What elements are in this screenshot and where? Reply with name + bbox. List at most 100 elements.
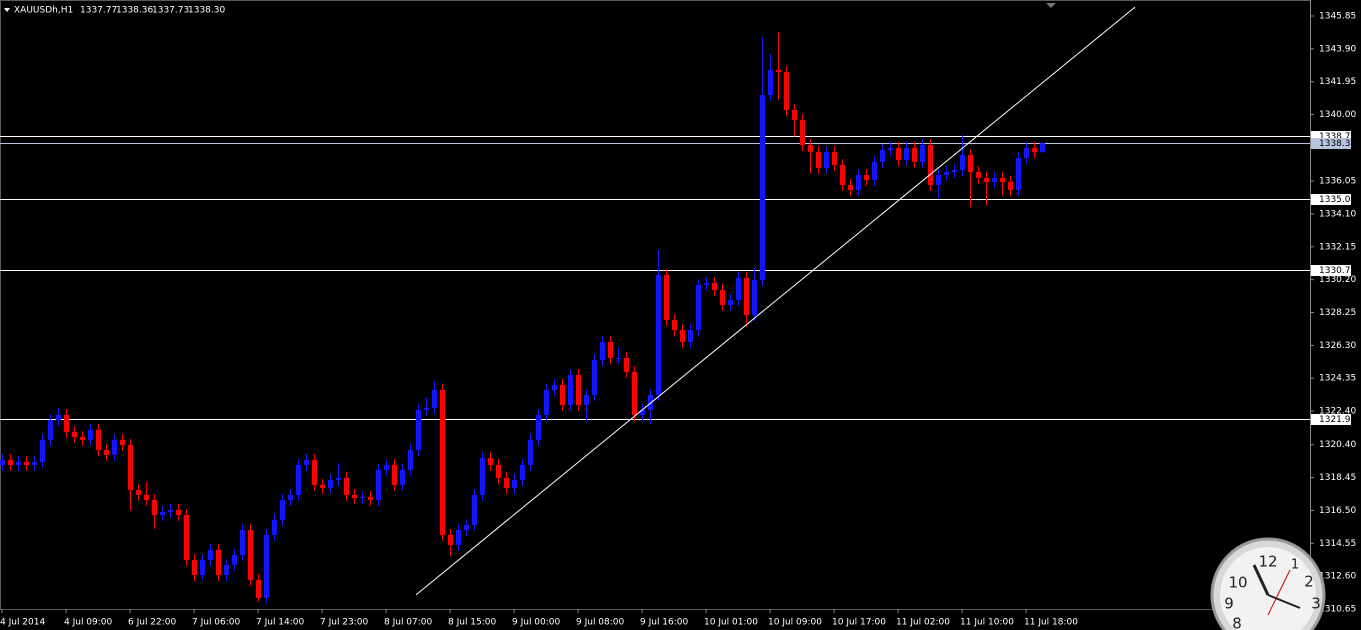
y-tick-label: 1336.05 <box>1319 177 1356 187</box>
candle-body <box>312 459 317 485</box>
x-tick-label: 7 Jul 06:00 <box>192 618 241 628</box>
candle-body <box>792 110 797 120</box>
x-tick-label: 11 Jul 02:00 <box>896 618 950 628</box>
y-tick-label: 1328.25 <box>1319 308 1356 318</box>
candle-body <box>544 389 549 415</box>
candle-body <box>224 564 229 575</box>
candle-body <box>480 457 485 495</box>
candle-body <box>888 147 893 150</box>
candle-body <box>48 419 53 440</box>
candle-body <box>464 524 469 530</box>
x-tick-label: 10 Jul 09:00 <box>768 618 822 628</box>
candle-body <box>1008 181 1013 191</box>
candle-body <box>376 469 381 501</box>
y-tick-label: 1320.40 <box>1319 440 1356 450</box>
clock-minute-hand <box>1267 594 1301 609</box>
y-tick-label: 1316.50 <box>1319 506 1356 516</box>
candle-body <box>272 519 277 535</box>
candle-body <box>960 154 965 170</box>
x-tick-label: 9 Jul 00:00 <box>512 618 561 628</box>
candle-body <box>1024 147 1029 159</box>
candle-body <box>648 394 653 410</box>
candle-body <box>176 509 181 515</box>
level-label-box <box>1311 194 1351 205</box>
candle-body <box>712 283 717 290</box>
candle-body <box>776 69 781 72</box>
candle-body <box>968 154 973 173</box>
level-label: 1321.90 <box>1319 415 1356 425</box>
candle-body <box>656 274 661 395</box>
candle-body <box>360 496 365 498</box>
candle-body <box>736 277 741 301</box>
candle-body <box>744 277 749 316</box>
candle-body <box>384 464 389 470</box>
x-tick-label: 8 Jul 15:00 <box>448 618 497 628</box>
candle-body <box>936 175 941 185</box>
candle-body <box>16 461 21 465</box>
candle-body <box>232 554 237 565</box>
y-tick-label: 1340.00 <box>1319 110 1356 120</box>
y-tick-label: 1343.90 <box>1319 44 1356 54</box>
quote-high: 1338.36 <box>116 6 153 16</box>
candle-body <box>448 534 453 545</box>
candle-body <box>600 341 605 361</box>
candle-body <box>208 549 213 560</box>
quote-open: 1337.77 <box>80 6 117 16</box>
candle-body <box>752 279 757 316</box>
candle-body <box>760 95 765 280</box>
candle-body <box>984 177 989 182</box>
y-tick-label: 1314.55 <box>1319 539 1356 549</box>
clock-second-hand <box>1267 569 1291 616</box>
x-tick-label: 4 Jul 09:00 <box>64 618 113 628</box>
candle-body <box>848 184 853 191</box>
candle-body <box>896 147 901 161</box>
level-label-box <box>1311 138 1351 149</box>
candle-body <box>832 151 837 165</box>
clock-dial <box>1220 547 1316 630</box>
quote-low: 1337.73 <box>152 6 189 16</box>
x-tick-label: 10 Jul 01:00 <box>704 618 758 628</box>
candle-body <box>424 407 429 410</box>
level-label-box <box>1311 414 1351 425</box>
candle-body <box>240 529 245 555</box>
candle-body <box>1016 158 1021 191</box>
x-tick-label: 7 Jul 14:00 <box>256 618 305 628</box>
candle-body <box>808 145 813 152</box>
candle-body <box>432 389 437 408</box>
candle-body <box>856 175 861 191</box>
candle-body <box>720 289 725 305</box>
candle-body <box>664 274 669 320</box>
candle-body <box>728 300 733 305</box>
clock-numeral: 9 <box>1224 595 1234 613</box>
shift-marker <box>1046 3 1056 8</box>
candle-body <box>320 484 325 488</box>
candle-body <box>112 439 117 455</box>
candle-body <box>400 469 405 485</box>
candle-body <box>80 436 85 440</box>
candle-body <box>816 151 821 168</box>
candle-body <box>328 479 333 488</box>
candle-body <box>680 330 685 342</box>
candle-body <box>840 164 845 185</box>
x-tick-label: 9 Jul 08:00 <box>576 618 625 628</box>
candle-body <box>296 464 301 495</box>
candle-body <box>944 172 949 176</box>
candle-body <box>824 151 829 168</box>
candle-body <box>640 409 645 415</box>
level-label: 1338.30 <box>1319 139 1356 149</box>
candle-body <box>64 414 69 432</box>
candle-body <box>624 357 629 372</box>
y-tick-label: 1332.15 <box>1319 242 1356 252</box>
candle-body <box>768 69 773 96</box>
candle-body <box>184 514 189 560</box>
candle-body <box>72 431 77 437</box>
candle-body <box>200 559 205 575</box>
menu-arrow[interactable] <box>4 8 10 12</box>
candle-body <box>144 494 149 501</box>
quote-close: 1338.30 <box>188 6 225 16</box>
candle-body <box>216 549 221 575</box>
candle-body <box>672 319 677 331</box>
candle-body <box>128 444 133 490</box>
candle-body <box>488 457 493 465</box>
